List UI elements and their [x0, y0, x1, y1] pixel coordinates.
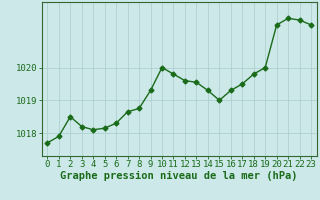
X-axis label: Graphe pression niveau de la mer (hPa): Graphe pression niveau de la mer (hPa) — [60, 171, 298, 181]
